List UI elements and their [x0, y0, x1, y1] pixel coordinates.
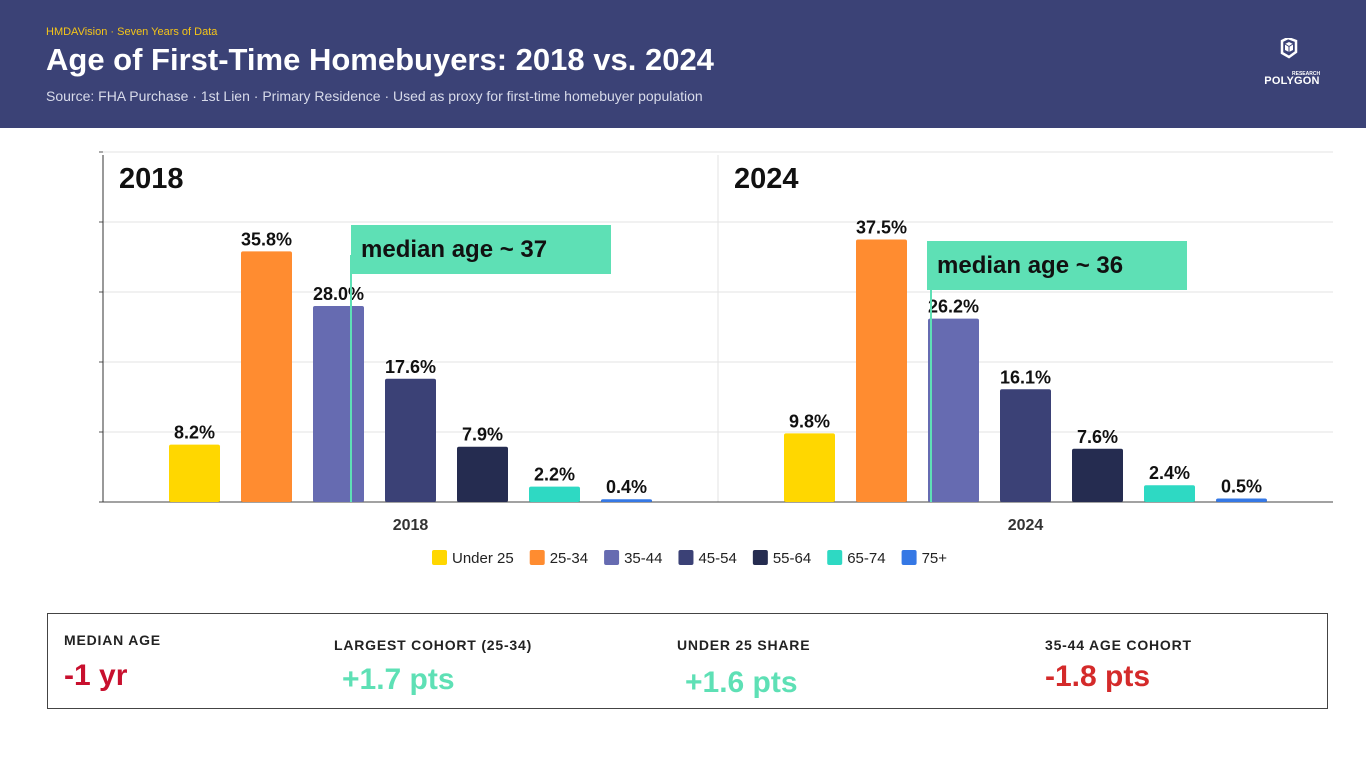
stat-35-44-cohort: 35-44 AGE COHORT -1.8 pts: [1045, 637, 1192, 693]
stat-value: +1.7 pts: [342, 663, 455, 696]
x-tick-label: 2018: [393, 517, 429, 534]
bar-label: 16.1%: [1000, 367, 1051, 387]
bar-label: 35.8%: [241, 229, 292, 249]
bar-2018-65-74: [529, 486, 580, 502]
bar-2018-75+: [601, 499, 652, 502]
bar-label: 2.2%: [534, 465, 575, 485]
stat-label: LARGEST COHORT (25-34): [334, 637, 533, 653]
bar-label: 2.4%: [1149, 463, 1190, 483]
legend-swatch-75+: [901, 550, 917, 565]
legend-swatch-35-44: [604, 550, 620, 565]
bar-2024-75+: [1216, 498, 1267, 502]
logo-research-text: RESEARCH: [1292, 71, 1321, 77]
legend-label: 25-34: [550, 550, 588, 567]
median-annotation-text: median age ~ 37: [361, 236, 547, 263]
bar-2018-25-34: [241, 251, 292, 502]
bar-2024-45-54: [1000, 389, 1051, 502]
bar-2024-Under 25: [784, 433, 835, 502]
bar-2024-65-74: [1144, 485, 1195, 502]
median-annotation-box: [351, 225, 611, 274]
x-tick-label: 2024: [1008, 517, 1044, 534]
stat-value: -1 yr: [64, 659, 128, 692]
stat-value: -1.8 pts: [1045, 660, 1151, 693]
stat-median-age: MEDIAN AGE -1 yr: [64, 632, 161, 692]
page-title: Age of First-Time Homebuyers: 2018 vs. 2…: [46, 42, 714, 77]
stat-under-25: UNDER 25 SHARE +1.6 pts: [677, 637, 811, 699]
stat-label: 35-44 AGE COHORT: [1045, 637, 1192, 653]
legend-swatch-Under 25: [432, 550, 447, 565]
bar-2024-55-64: [1072, 448, 1123, 502]
bar-label: 0.4%: [606, 477, 647, 497]
legend-swatch-55-64: [752, 550, 768, 565]
median-annotation-box: [927, 241, 1187, 290]
legend-label: 65-74: [847, 550, 885, 567]
age-chart: 2018 8.2% 35.8% 28.0% 17.6% 7.9% 2.2% 0.4% media…: [99, 151, 1333, 567]
bar-label: 0.5%: [1221, 477, 1262, 497]
bar-label: 9.8%: [789, 411, 830, 431]
stat-value: +1.6 pts: [685, 666, 798, 699]
page-subtitle: Source: FHA Purchase · 1st Lien · Primar…: [46, 88, 703, 104]
bar-label: 37.5%: [856, 218, 907, 238]
legend-label: 35-44: [624, 550, 662, 567]
legend-label: 45-54: [698, 550, 736, 567]
legend-swatch-65-74: [827, 550, 843, 565]
polygon-logo: RESEARCH POLYGON: [1262, 36, 1322, 90]
stat-largest-cohort: LARGEST COHORT (25-34) +1.7 pts: [334, 637, 533, 696]
legend-label: Under 25: [452, 550, 514, 567]
bar-label: 26.2%: [928, 297, 979, 317]
bar-2018-55-64: [457, 446, 508, 502]
stats-panel: MEDIAN AGE -1 yr LARGEST COHORT (25-34) …: [47, 613, 1328, 709]
bar-2024-25-34: [856, 239, 907, 502]
header-banner: HMDAVision · Seven Years of Data Age of …: [0, 0, 1366, 128]
bar-label: 7.9%: [462, 425, 503, 445]
stat-label: UNDER 25 SHARE: [677, 637, 811, 653]
legend-swatch-45-54: [678, 550, 694, 565]
bar-label: 17.6%: [385, 357, 436, 377]
bar-2018-Under 25: [169, 444, 220, 502]
polygon-logo-icon: [1280, 36, 1298, 59]
bar-label: 28.0%: [313, 284, 364, 304]
panel-title-2024: 2024: [734, 163, 799, 195]
bar-2018-35-44: [313, 306, 364, 502]
logo-word: POLYGON: [1264, 75, 1320, 87]
stat-label: MEDIAN AGE: [64, 632, 161, 648]
panel-title-2018: 2018: [119, 163, 184, 195]
legend-label: 75+: [922, 550, 948, 567]
bar-2024-35-44: [928, 318, 979, 502]
legend-swatch-25-34: [529, 550, 545, 565]
bar-2018-45-54: [385, 378, 436, 502]
legend-label: 55-64: [773, 550, 811, 567]
bar-label: 8.2%: [174, 423, 215, 443]
kicker-text: HMDAVision · Seven Years of Data: [46, 26, 218, 38]
bar-label: 7.6%: [1077, 427, 1118, 447]
median-annotation-text: median age ~ 36: [937, 252, 1123, 279]
